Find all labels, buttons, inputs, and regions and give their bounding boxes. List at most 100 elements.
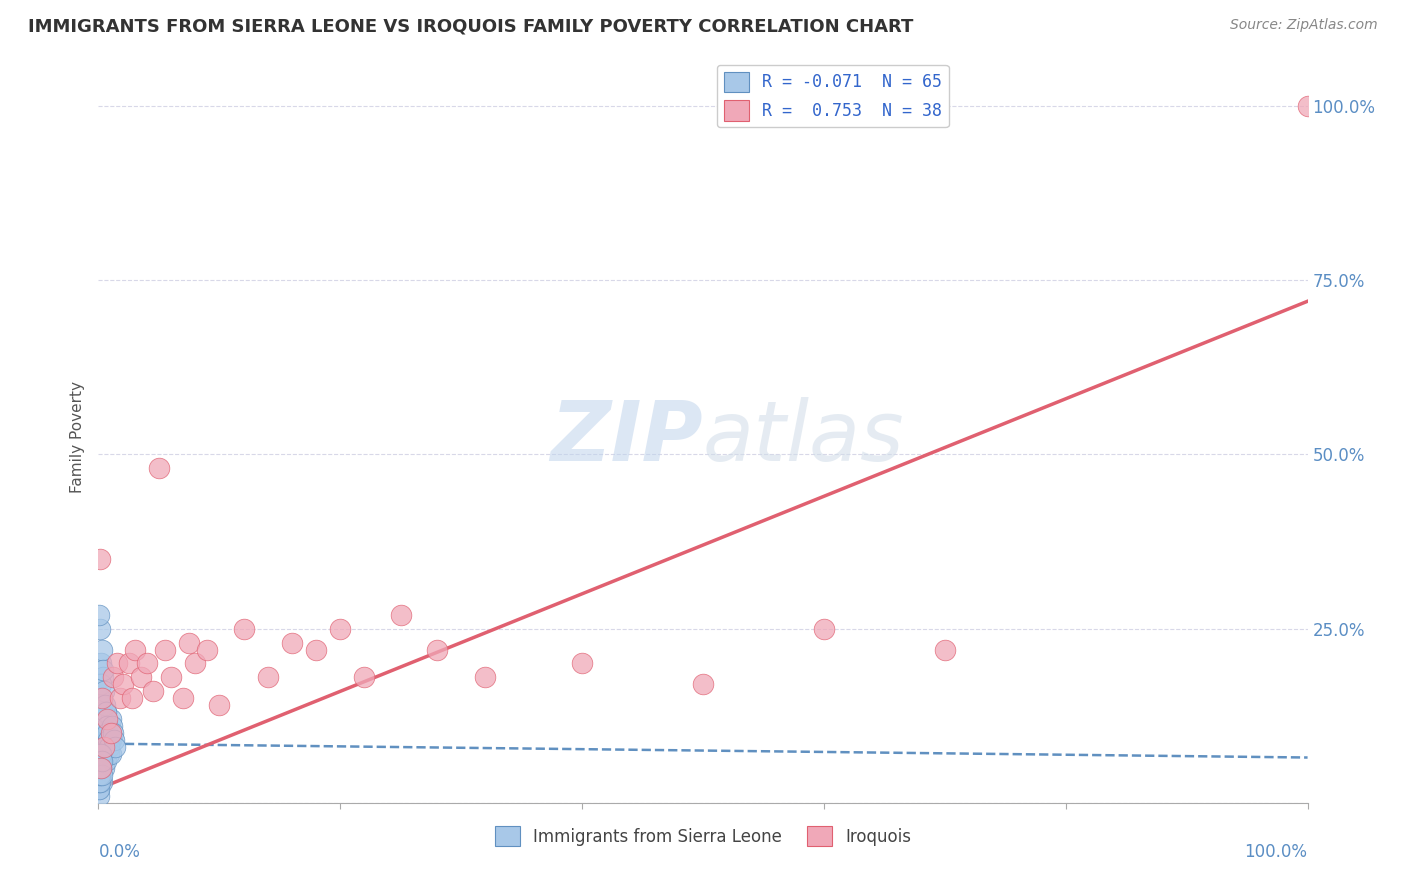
Point <box>89 761 111 775</box>
Text: 100.0%: 100.0% <box>1244 843 1308 861</box>
Point <box>87 768 110 782</box>
Point <box>94 705 117 719</box>
Point <box>91 642 114 657</box>
Text: atlas: atlas <box>703 397 904 477</box>
Point <box>98 747 121 761</box>
Point <box>100 733 122 747</box>
Point <box>97 726 120 740</box>
Point <box>87 691 110 706</box>
Point <box>89 726 111 740</box>
Point <box>90 754 112 768</box>
Point <box>160 670 183 684</box>
Point <box>135 657 157 671</box>
Point <box>87 607 110 622</box>
Point <box>426 642 449 657</box>
Point <box>108 691 131 706</box>
Point <box>91 670 114 684</box>
Point <box>111 677 134 691</box>
Point <box>305 642 328 657</box>
Point <box>389 607 412 622</box>
Point <box>474 670 496 684</box>
Point <box>96 712 118 726</box>
Point <box>89 552 111 566</box>
Text: IMMIGRANTS FROM SIERRA LEONE VS IROQUOIS FAMILY POVERTY CORRELATION CHART: IMMIGRANTS FROM SIERRA LEONE VS IROQUOIS… <box>28 18 914 36</box>
Point <box>89 712 111 726</box>
Point <box>105 657 128 671</box>
Point <box>96 719 118 733</box>
Point <box>172 691 194 706</box>
Point <box>91 747 114 761</box>
Point <box>90 677 112 691</box>
Point <box>90 657 112 671</box>
Point <box>281 635 304 649</box>
Point <box>87 789 110 803</box>
Point <box>91 740 114 755</box>
Point <box>97 733 120 747</box>
Point <box>94 754 117 768</box>
Point <box>91 754 114 768</box>
Point <box>93 684 115 698</box>
Point <box>142 684 165 698</box>
Point <box>104 740 127 755</box>
Point <box>813 622 835 636</box>
Point <box>93 719 115 733</box>
Point <box>121 691 143 706</box>
Point <box>129 670 152 684</box>
Point <box>91 698 114 713</box>
Point <box>91 775 114 789</box>
Point <box>93 740 115 755</box>
Point <box>89 761 111 775</box>
Point <box>90 719 112 733</box>
Point <box>91 691 114 706</box>
Point <box>934 642 956 657</box>
Text: Source: ZipAtlas.com: Source: ZipAtlas.com <box>1230 18 1378 32</box>
Point <box>184 657 207 671</box>
Point <box>93 761 115 775</box>
Point <box>90 733 112 747</box>
Point <box>89 768 111 782</box>
Point <box>329 622 352 636</box>
Point <box>98 740 121 755</box>
Point <box>89 768 111 782</box>
Point <box>195 642 218 657</box>
Point <box>100 747 122 761</box>
Legend: Immigrants from Sierra Leone, Iroquois: Immigrants from Sierra Leone, Iroquois <box>488 820 918 853</box>
Point <box>96 740 118 755</box>
Point <box>148 461 170 475</box>
Point <box>93 740 115 755</box>
Point <box>90 761 112 775</box>
Point <box>90 768 112 782</box>
Point <box>89 747 111 761</box>
Point <box>91 712 114 726</box>
Y-axis label: Family Poverty: Family Poverty <box>70 381 86 493</box>
Point <box>179 635 201 649</box>
Point <box>1296 99 1319 113</box>
Point <box>91 664 114 678</box>
Point <box>90 747 112 761</box>
Point <box>91 754 114 768</box>
Point <box>100 719 122 733</box>
Point <box>101 670 124 684</box>
Point <box>124 642 146 657</box>
Point <box>87 775 110 789</box>
Point <box>153 642 176 657</box>
Point <box>100 712 122 726</box>
Point <box>91 726 114 740</box>
Text: ZIP: ZIP <box>550 397 703 477</box>
Point <box>103 733 125 747</box>
Point <box>96 726 118 740</box>
Point <box>89 740 111 755</box>
Point <box>94 698 117 713</box>
Text: 0.0%: 0.0% <box>98 843 141 861</box>
Point <box>89 775 111 789</box>
Point <box>101 726 124 740</box>
Point <box>353 670 375 684</box>
Point <box>93 733 115 747</box>
Point <box>96 705 118 719</box>
Point <box>89 691 111 706</box>
Point <box>87 781 110 796</box>
Point <box>256 670 278 684</box>
Point <box>90 761 112 775</box>
Point <box>89 747 111 761</box>
Point <box>100 726 122 740</box>
